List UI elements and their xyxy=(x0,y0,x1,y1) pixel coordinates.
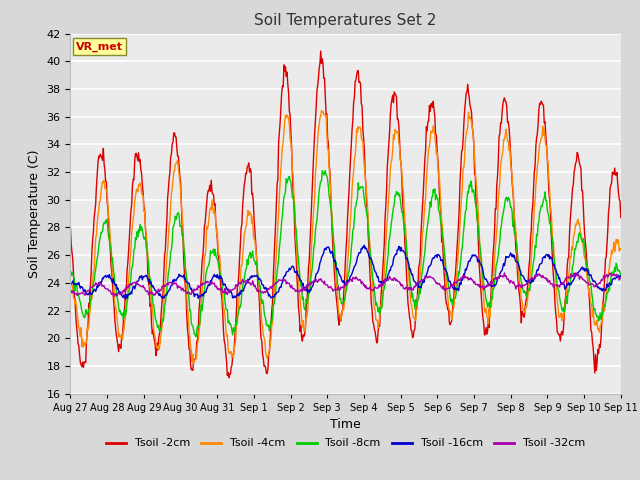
Tsoil -32cm xyxy=(617,275,625,281)
Tsoil -2cm xyxy=(414,284,422,289)
Tsoil -16cm xyxy=(414,281,422,287)
Tsoil -2cm xyxy=(225,375,233,381)
Tsoil -8cm xyxy=(219,287,227,293)
Tsoil -8cm xyxy=(617,273,625,279)
Text: VR_met: VR_met xyxy=(76,42,123,52)
Tsoil -2cm xyxy=(133,154,141,160)
Line: Tsoil -16cm: Tsoil -16cm xyxy=(70,245,621,299)
Tsoil -16cm xyxy=(360,242,368,248)
Tsoil -16cm xyxy=(219,280,227,286)
Tsoil -2cm xyxy=(77,360,84,365)
Tsoil -8cm xyxy=(414,298,422,303)
Tsoil -16cm xyxy=(617,273,625,279)
Tsoil -4cm xyxy=(190,361,198,367)
Tsoil -2cm xyxy=(67,224,74,230)
Tsoil -8cm xyxy=(133,229,141,235)
Tsoil -8cm xyxy=(67,269,74,275)
Tsoil -4cm xyxy=(617,246,625,252)
X-axis label: Time: Time xyxy=(330,418,361,431)
Line: Tsoil -4cm: Tsoil -4cm xyxy=(70,111,621,364)
Tsoil -8cm xyxy=(189,323,196,329)
Tsoil -32cm xyxy=(111,293,118,299)
Tsoil -16cm xyxy=(122,296,129,302)
Tsoil -8cm xyxy=(192,334,200,339)
Tsoil -4cm xyxy=(77,334,84,339)
Tsoil -16cm xyxy=(67,281,74,287)
Tsoil -32cm xyxy=(67,288,74,293)
Tsoil -4cm xyxy=(219,293,227,299)
Legend: Tsoil -2cm, Tsoil -4cm, Tsoil -8cm, Tsoil -16cm, Tsoil -32cm: Tsoil -2cm, Tsoil -4cm, Tsoil -8cm, Tsoi… xyxy=(102,434,589,453)
Tsoil -8cm xyxy=(77,299,84,305)
Y-axis label: Soil Temperature (C): Soil Temperature (C) xyxy=(28,149,41,278)
Tsoil -2cm xyxy=(617,215,625,220)
Tsoil -16cm xyxy=(77,286,84,291)
Tsoil -16cm xyxy=(134,278,141,284)
Tsoil -2cm xyxy=(189,367,196,373)
Tsoil -4cm xyxy=(414,292,422,298)
Tsoil -32cm xyxy=(190,286,198,292)
Tsoil -32cm xyxy=(219,289,227,295)
Tsoil -4cm xyxy=(67,278,74,284)
Tsoil -16cm xyxy=(430,255,438,261)
Tsoil -32cm xyxy=(77,290,84,296)
Tsoil -2cm xyxy=(218,296,226,302)
Tsoil -4cm xyxy=(133,186,141,192)
Line: Tsoil -32cm: Tsoil -32cm xyxy=(70,273,621,296)
Title: Soil Temperatures Set 2: Soil Temperatures Set 2 xyxy=(255,13,436,28)
Tsoil -4cm xyxy=(430,126,438,132)
Tsoil -2cm xyxy=(317,48,324,54)
Tsoil -2cm xyxy=(430,107,438,113)
Tsoil -16cm xyxy=(190,290,198,296)
Tsoil -8cm xyxy=(319,168,326,173)
Line: Tsoil -8cm: Tsoil -8cm xyxy=(70,170,621,336)
Line: Tsoil -2cm: Tsoil -2cm xyxy=(70,51,621,378)
Tsoil -4cm xyxy=(317,108,325,114)
Tsoil -32cm xyxy=(134,282,141,288)
Tsoil -32cm xyxy=(413,282,421,288)
Tsoil -32cm xyxy=(429,275,437,281)
Tsoil -32cm xyxy=(500,270,508,276)
Tsoil -4cm xyxy=(189,351,196,357)
Tsoil -8cm xyxy=(430,190,438,196)
